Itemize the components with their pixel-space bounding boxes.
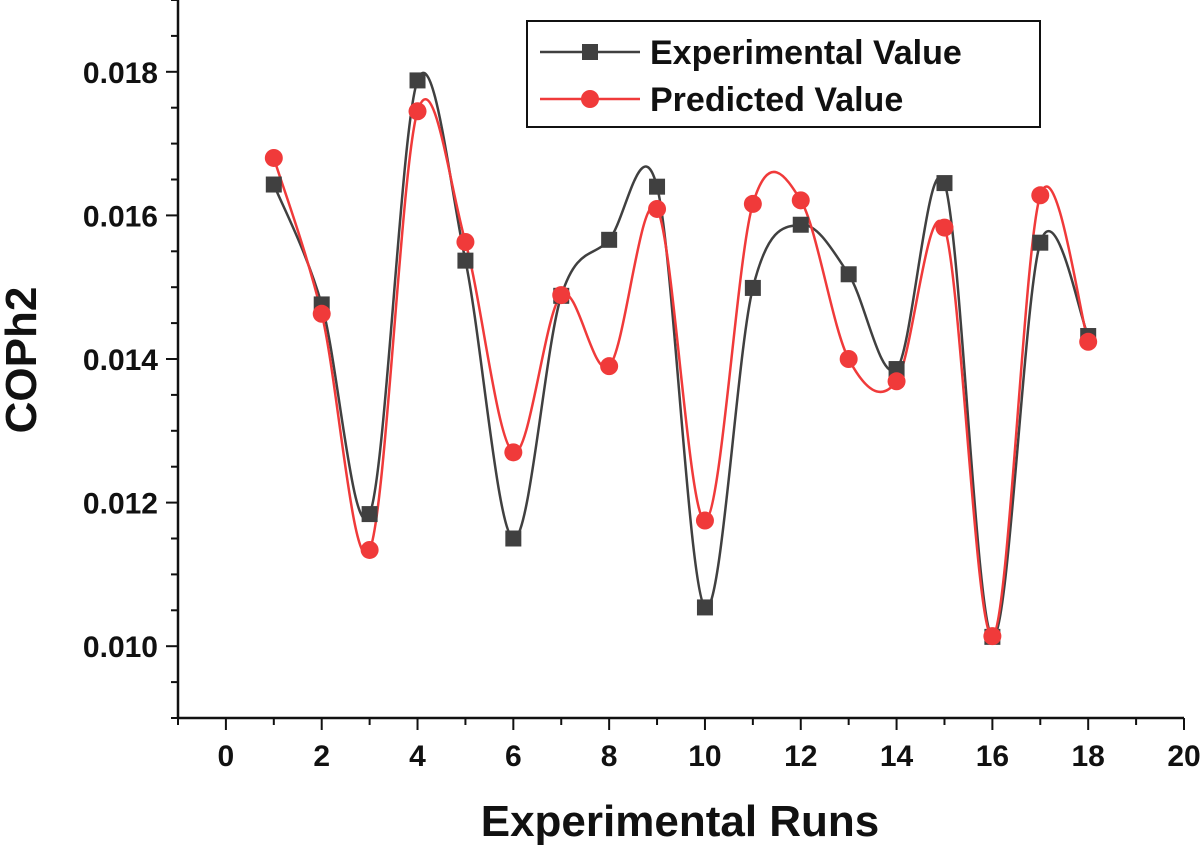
- legend-experimental-marker: [582, 44, 598, 60]
- x-tick-label: 14: [880, 740, 914, 773]
- point-experimental: [362, 506, 378, 522]
- x-tick-label: 0: [218, 740, 235, 773]
- x-tick-label: 16: [976, 740, 1009, 773]
- y-axis-title: COPh2: [0, 287, 46, 434]
- point-predicted: [1079, 333, 1097, 351]
- point-predicted: [983, 627, 1001, 645]
- point-experimental: [649, 179, 665, 195]
- point-experimental: [936, 175, 952, 191]
- y-tick-label: 0.012: [83, 488, 158, 521]
- x-tick-label: 18: [1072, 740, 1105, 773]
- series-experimental-line: [274, 73, 1088, 637]
- point-predicted: [744, 195, 762, 213]
- legend: Experimental Value Predicted Value: [527, 21, 1040, 127]
- x-tick-label: 2: [313, 740, 330, 773]
- point-experimental: [266, 177, 282, 193]
- y-tick-label: 0.014: [83, 344, 158, 377]
- y-tick-label: 0.016: [83, 200, 158, 233]
- point-predicted: [552, 286, 570, 304]
- point-experimental: [505, 531, 521, 547]
- point-experimental: [793, 217, 809, 233]
- chart: 0 2 4 6 8 10 12 14 16 18 20 0.010 0.012 0.014 0.016 0.0…: [0, 0, 1200, 845]
- point-predicted: [361, 541, 379, 559]
- point-predicted: [648, 200, 666, 218]
- point-predicted: [696, 512, 714, 530]
- point-experimental: [697, 599, 713, 615]
- point-predicted: [840, 350, 858, 368]
- point-predicted: [265, 149, 283, 167]
- point-predicted: [888, 372, 906, 390]
- point-predicted: [600, 357, 618, 375]
- point-experimental: [841, 266, 857, 282]
- y-tick-label: 0.018: [83, 57, 158, 90]
- point-predicted: [409, 102, 427, 120]
- series-predicted-line: [274, 99, 1088, 636]
- legend-experimental-label: Experimental Value: [650, 34, 962, 72]
- x-axis-title: Experimental Runs: [481, 797, 880, 845]
- x-tick-label: 20: [1167, 740, 1200, 773]
- legend-predicted-label: Predicted Value: [650, 81, 903, 119]
- point-predicted: [313, 305, 331, 323]
- point-experimental: [745, 280, 761, 296]
- point-predicted: [935, 219, 953, 237]
- legend-predicted-marker: [581, 90, 599, 108]
- point-predicted: [504, 443, 522, 461]
- x-tick-label: 8: [601, 740, 618, 773]
- point-predicted: [792, 191, 810, 209]
- x-tick-label: 10: [688, 740, 721, 773]
- point-experimental: [601, 232, 617, 248]
- x-tick-label: 4: [409, 740, 426, 773]
- point-experimental: [1032, 235, 1048, 251]
- plot-area: [265, 72, 1097, 645]
- x-tick-label: 12: [784, 740, 817, 773]
- point-predicted: [456, 233, 474, 251]
- point-experimental: [410, 72, 426, 88]
- y-tick-label: 0.010: [83, 631, 158, 664]
- point-predicted: [1031, 186, 1049, 204]
- x-tick-label: 6: [505, 740, 522, 773]
- point-experimental: [457, 253, 473, 269]
